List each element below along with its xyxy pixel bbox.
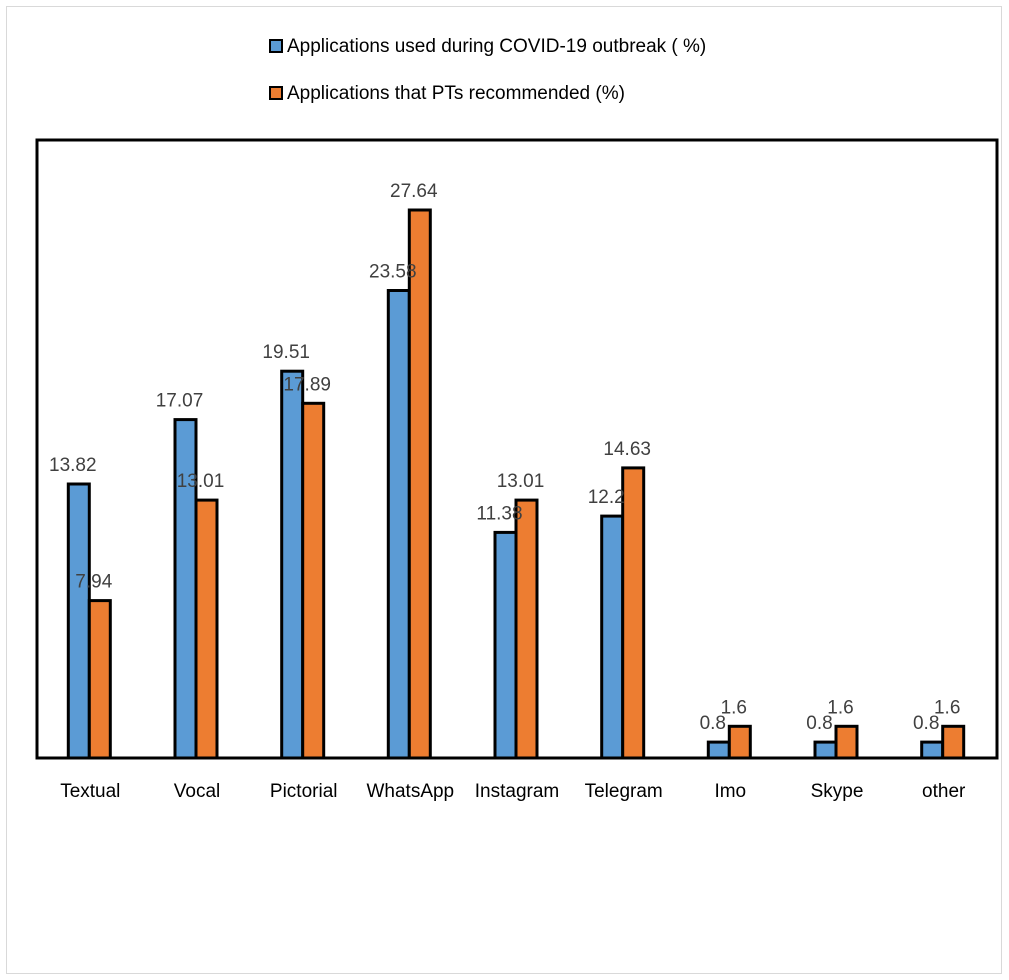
category-label-whatsapp: WhatsApp xyxy=(366,781,454,802)
value-label-pictorial-series-2: 17.89 xyxy=(283,374,331,395)
legend-swatch-1 xyxy=(269,39,283,53)
category-label-imo: Imo xyxy=(714,781,746,802)
bar-pictorial-series-2 xyxy=(301,401,326,760)
bar-whatsapp-series-1 xyxy=(386,289,411,760)
bar-telegram-series-2 xyxy=(621,466,646,760)
bar-instagram-series-1 xyxy=(493,530,518,760)
value-label-other-series-2: 1.6 xyxy=(934,697,960,718)
bar-whatsapp-series-2 xyxy=(407,208,432,760)
value-label-pictorial-series-1: 19.51 xyxy=(262,342,310,363)
category-label-instagram: Instagram xyxy=(475,781,559,802)
value-label-vocal-series-2: 13.01 xyxy=(177,471,225,492)
bar-skype-series-1 xyxy=(813,740,838,760)
legend-label-1: Applications used during COVID-19 outbre… xyxy=(287,36,706,57)
bar-other-series-1 xyxy=(920,740,945,760)
value-label-vocal-series-1: 17.07 xyxy=(156,391,204,412)
value-label-skype-series-2: 1.6 xyxy=(827,697,853,718)
bar-imo-series-1 xyxy=(706,740,731,760)
category-labels: Textual Vocal Pictorial WhatsApp Instagram Te… xyxy=(60,781,966,802)
legend: Applications used during COVID-19 outbre… xyxy=(269,36,706,104)
bar-skype-series-2 xyxy=(834,724,859,760)
value-labels: 13.82 7.94 17.07 13.01 19.51 17.89 23.58 27.64 1… xyxy=(49,181,960,734)
value-label-whatsapp-series-1: 23.58 xyxy=(369,262,417,283)
bar-textual-series-2 xyxy=(87,599,112,760)
bar-telegram-series-1 xyxy=(600,514,625,760)
value-label-whatsapp-series-2: 27.64 xyxy=(390,181,438,202)
value-label-textual-series-1: 13.82 xyxy=(49,455,97,476)
bar-vocal-series-2 xyxy=(194,498,219,760)
bars xyxy=(66,208,966,760)
bar-pictorial-series-1 xyxy=(280,369,305,760)
category-label-pictorial: Pictorial xyxy=(270,781,338,802)
value-label-textual-series-2: 7.94 xyxy=(75,572,112,593)
value-label-telegram-series-2: 14.63 xyxy=(603,439,651,460)
legend-label-2: Applications that PTs recommended (%) xyxy=(287,83,625,104)
category-label-textual: Textual xyxy=(60,781,120,802)
category-label-other: other xyxy=(922,781,966,802)
bar-imo-series-2 xyxy=(727,724,752,760)
value-label-imo-series-1: 0.8 xyxy=(700,713,726,734)
value-label-instagram-series-1: 11.38 xyxy=(476,503,522,524)
value-label-skype-series-1: 0.8 xyxy=(806,713,832,734)
value-label-other-series-1: 0.8 xyxy=(913,713,939,734)
bar-instagram-series-2 xyxy=(514,498,539,760)
bar-textual-series-1 xyxy=(66,482,91,760)
category-label-skype: Skype xyxy=(811,781,864,802)
legend-swatch-2 xyxy=(269,86,283,100)
value-label-instagram-series-2: 13.01 xyxy=(497,471,545,492)
chart-frame xyxy=(6,6,1002,974)
bar-other-series-2 xyxy=(941,724,966,760)
category-label-vocal: Vocal xyxy=(174,781,220,802)
category-label-telegram: Telegram xyxy=(585,781,663,802)
value-label-imo-series-2: 1.6 xyxy=(721,697,747,718)
value-label-telegram-series-1: 12.2 xyxy=(588,487,625,508)
